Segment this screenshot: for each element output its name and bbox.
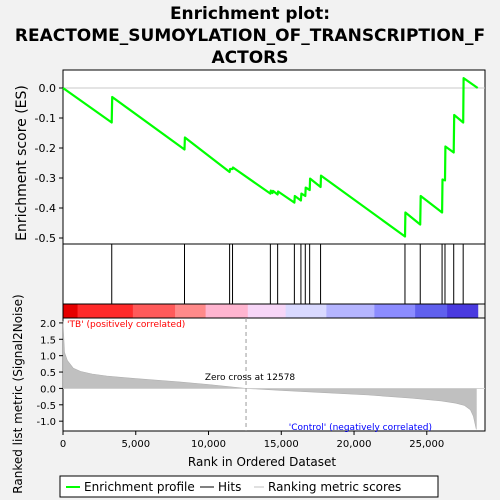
x-tick-label: 15,000 [264, 439, 299, 450]
y-axis-label-es: Enrichment score (ES) [14, 85, 30, 241]
heat-bar-segment [175, 304, 207, 318]
x-axis-label: Rank in Ordered Dataset [188, 455, 336, 469]
metric-tick-label: 0.0 [40, 384, 56, 395]
x-axis: 0 5,000 10,000 15,000 20,000 25,000 [60, 431, 444, 450]
es-y-axis: 0.0 -0.1 -0.2 -0.3 -0.4 -0.5 [35, 82, 63, 245]
heat-bar-segment [132, 304, 176, 318]
heat-bar-segment [247, 304, 287, 318]
enrichment-profile-line [62, 76, 479, 238]
chart-title-line-2: REACTOME_SUMOYLATION_OF_TRANSCRIPTION_F [15, 26, 485, 46]
x-tick-label: 20,000 [337, 439, 372, 450]
legend-label-profile: Enrichment profile [84, 480, 195, 494]
heat-bar-segment [374, 304, 416, 318]
chart-title-line-3: ACTORS [211, 48, 288, 68]
zero-cross-label: Zero cross at 12578 [205, 373, 296, 383]
metric-tick-label: -1.0 [36, 417, 56, 428]
heat-bar-segment [77, 304, 134, 318]
es-tick-label: -0.1 [35, 112, 56, 125]
metric-tick-label: 1.0 [40, 352, 56, 363]
x-tick-label: 5,000 [121, 439, 150, 450]
metric-tick-label: 0.5 [40, 368, 56, 379]
es-tick-label: -0.4 [35, 202, 56, 215]
chart-title-line-1: Enrichment plot: [170, 4, 330, 24]
es-tick-label: -0.5 [35, 232, 56, 245]
heat-bar-segment [285, 304, 327, 318]
x-tick-label: 10,000 [191, 439, 226, 450]
legend-box [59, 475, 439, 498]
es-panel [62, 69, 486, 245]
metric-tick-label: 2.0 [40, 319, 56, 330]
metric-area [62, 321, 477, 430]
es-line-layer [62, 76, 485, 238]
metric-y-axis: 2.0 1.5 1.0 0.5 0.0 -0.5 -1.0 [36, 319, 63, 428]
metric-tick-label: 1.5 [40, 335, 56, 346]
y-axis-label-metric: Ranked list metric (Signal2Noise) [11, 294, 25, 493]
heat-bar-segment [415, 304, 448, 318]
positive-correlation-label: 'TB' (positively correlated) [67, 320, 185, 330]
heat-bar-segment [63, 304, 79, 318]
x-tick-label: 25,000 [409, 439, 444, 450]
negative-correlation-label: 'Control' (negatively correlated) [289, 423, 432, 433]
es-tick-label: -0.2 [35, 142, 56, 155]
es-tick-label: 0.0 [39, 82, 57, 95]
metric-area-layer [62, 318, 485, 431]
heat-bar-segment [447, 304, 479, 318]
heat-bar-segment [326, 304, 375, 318]
legend-label-hits: Hits [218, 480, 241, 494]
metric-tick-label: -0.5 [36, 401, 56, 412]
legend-label-metric: Ranking metric scores [268, 480, 401, 494]
hit-lines-layer [111, 244, 464, 304]
es-tick-label: -0.3 [35, 172, 56, 185]
x-tick-label: 0 [60, 439, 66, 450]
hits-panel [62, 243, 486, 305]
heat-bar-segment [205, 304, 249, 318]
ranking-heat-bar [62, 303, 486, 319]
metric-panel [62, 317, 486, 432]
